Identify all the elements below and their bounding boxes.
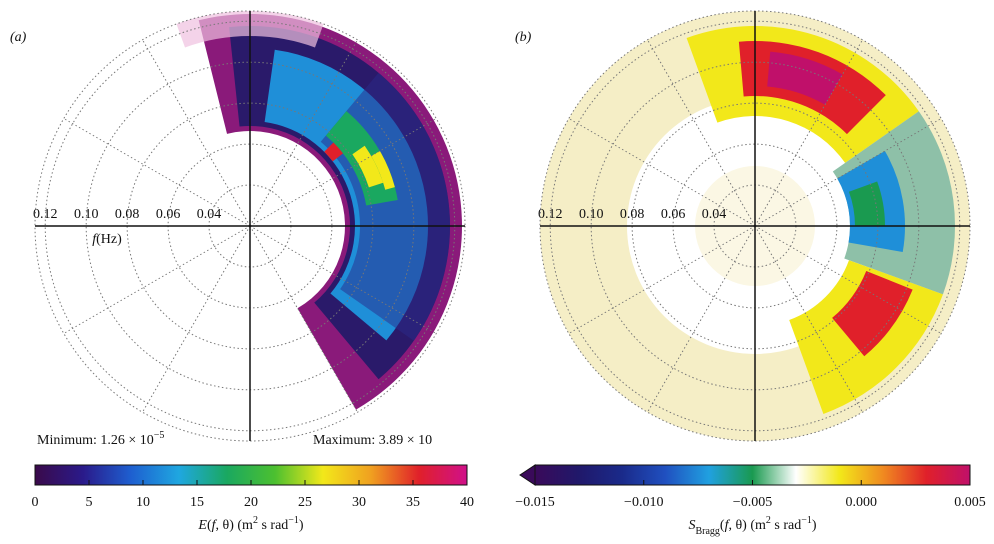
label-part: 2 — [766, 515, 771, 526]
label: Maximum: 3.89 × 10 — [313, 433, 432, 448]
label-part: s rad — [258, 518, 288, 533]
r-tick-label: 0.06 — [661, 207, 686, 222]
label-part: , θ) (m — [728, 518, 766, 533]
r-tick-label: 0.04 — [197, 207, 222, 222]
spectrum-patch — [848, 181, 885, 226]
r-tick-label: 0.08 — [115, 207, 140, 222]
label-part: f — [92, 232, 98, 247]
colorbar-tick-label: −0.005 — [733, 495, 772, 510]
label-part: −1 — [288, 515, 299, 526]
label-part: S — [688, 518, 695, 533]
label-part: ( — [207, 518, 212, 533]
colorbar-tick-label: 40 — [460, 495, 474, 510]
spectrum-patch — [371, 151, 395, 190]
label-part: ( — [720, 518, 725, 533]
panel-label: (a) — [10, 30, 27, 45]
label: f(Hz) — [92, 232, 122, 247]
r-tick-label: 0.10 — [74, 207, 99, 222]
label-part: −1 — [801, 515, 812, 526]
colorbar-tick-label: 10 — [136, 495, 150, 510]
colorbar-tick-label: 0.005 — [954, 495, 986, 510]
r-tick-label: 0.12 — [33, 207, 58, 222]
r-tick-label: 0.04 — [702, 207, 727, 222]
label-part: s rad — [771, 518, 801, 533]
label-part: Bragg — [695, 526, 719, 537]
colorbar-tick-label: 25 — [298, 495, 312, 510]
colorbar-tick-label: 0.000 — [846, 495, 878, 510]
label-part: −5 — [154, 430, 165, 441]
label-part: f — [212, 518, 218, 533]
panel-label: (b) — [515, 30, 532, 45]
label-part: f — [725, 518, 731, 533]
r-tick-label: 0.12 — [538, 207, 563, 222]
label-part: 2 — [253, 515, 258, 526]
colorbar-extend-arrow — [519, 464, 536, 486]
colorbar-tick-label: 30 — [352, 495, 366, 510]
colorbar-tick-label: −0.015 — [515, 495, 554, 510]
label: SBragg(f, θ) (m2 s rad−1) — [688, 515, 816, 537]
r-tick-label: 0.08 — [620, 207, 645, 222]
r-tick-label: 0.06 — [156, 207, 181, 222]
spectrum-patch — [352, 145, 384, 188]
colorbar-tick-label: 15 — [190, 495, 204, 510]
colorbar-tick-label: −0.010 — [624, 495, 663, 510]
label: Minimum: 1.26 × 10−5 — [37, 430, 164, 448]
colorbar-tick-label: 35 — [406, 495, 420, 510]
colorbar-tick-label: 5 — [86, 495, 93, 510]
colorbar-tick-label: 0 — [32, 495, 39, 510]
label-part: Minimum: 1.26 × 10 — [37, 433, 154, 448]
label-part: (Hz) — [96, 232, 122, 247]
label-part: ) — [812, 518, 817, 533]
r-tick-label: 0.10 — [579, 207, 604, 222]
spectrum-patch — [324, 142, 343, 162]
label-part: Maximum: 3.89 × 10 — [313, 433, 432, 448]
label: E(f, θ) (m2 s rad−1) — [197, 515, 304, 533]
label-part: E — [197, 518, 207, 533]
label-part: ) — [299, 518, 304, 533]
spectrum-patch — [767, 51, 843, 105]
spectrum-patch — [832, 270, 913, 357]
colorbar-tick-label: 20 — [244, 495, 258, 510]
label-part: , θ) (m — [216, 518, 254, 533]
